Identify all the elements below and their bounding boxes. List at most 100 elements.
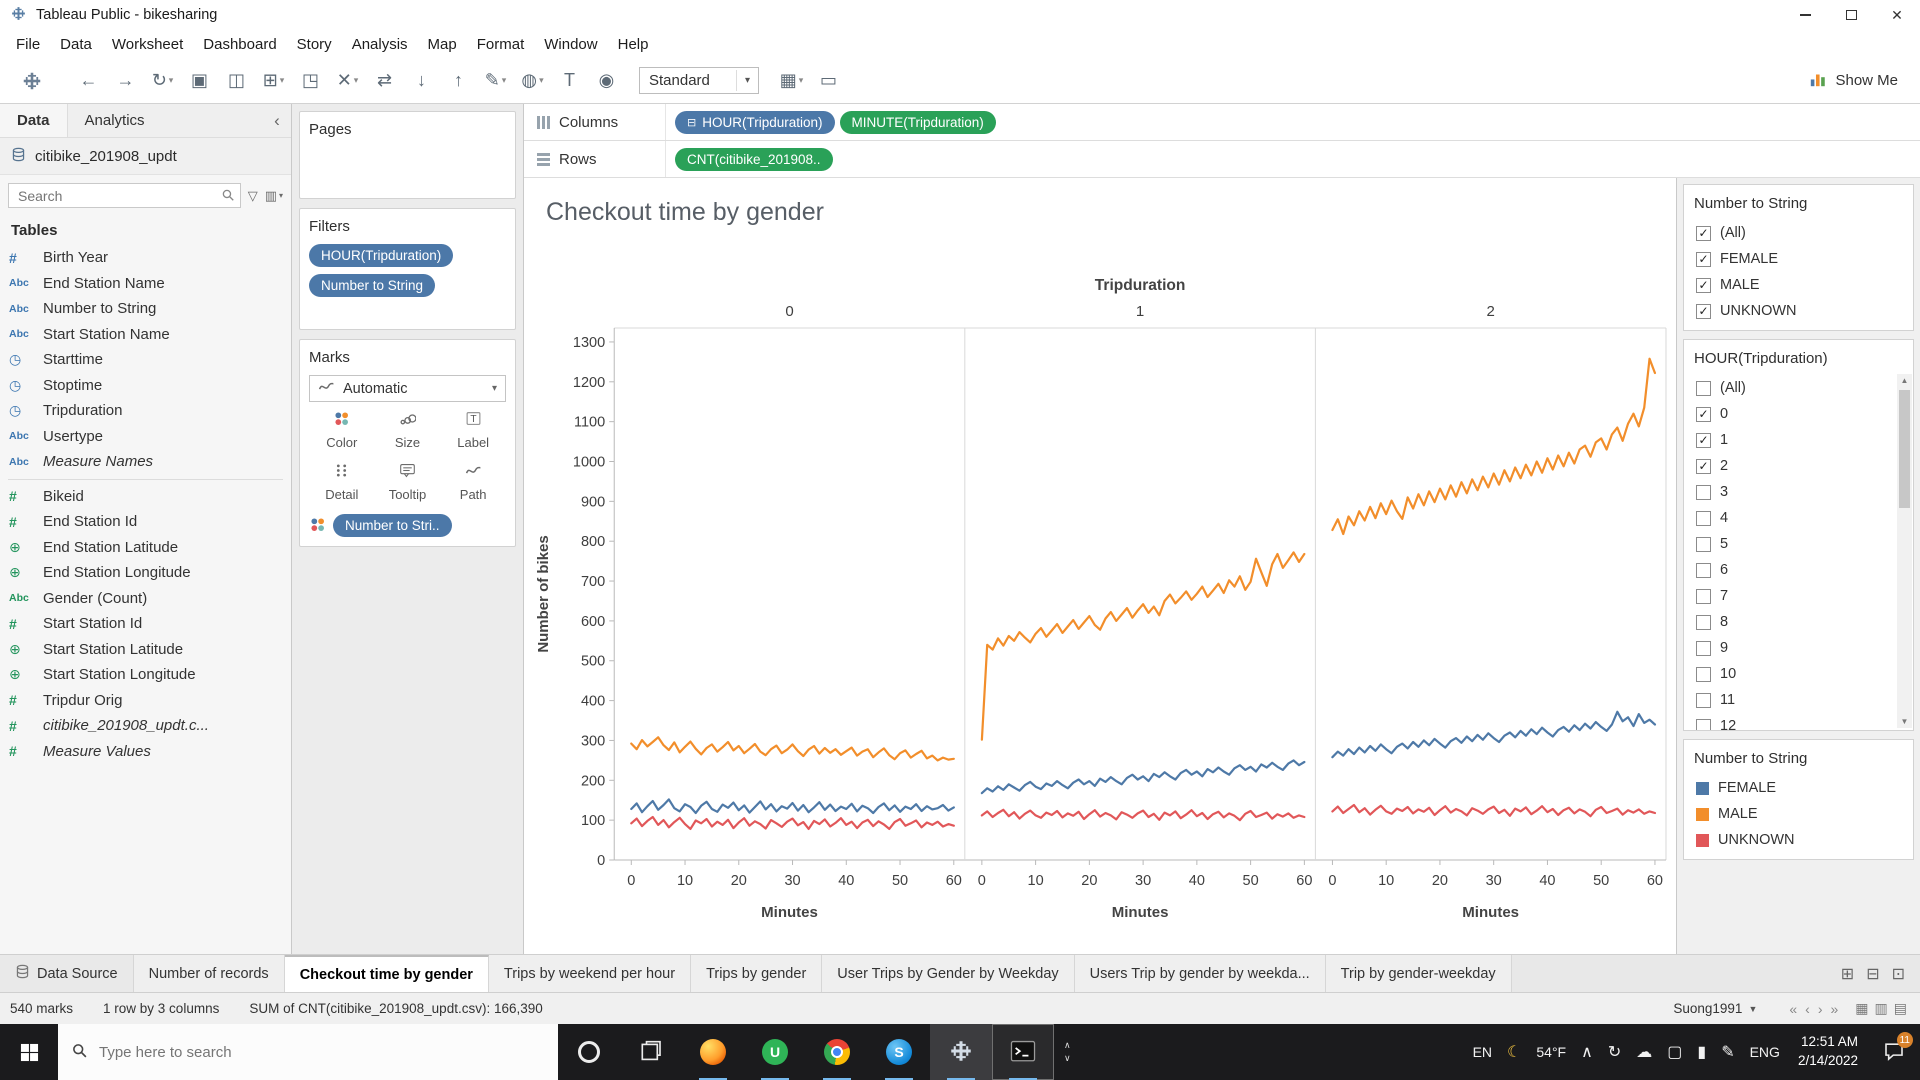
collapse-pane-icon[interactable]: ‹ xyxy=(274,110,280,130)
menu-analysis[interactable]: Analysis xyxy=(351,35,408,53)
checkbox-unchecked[interactable] xyxy=(1696,666,1711,682)
checkbox-unchecked[interactable] xyxy=(1696,692,1711,708)
filter-value-all[interactable]: ✓ (All) xyxy=(1684,220,1913,246)
menu-file[interactable]: File xyxy=(16,35,41,53)
tableau-logo-icon[interactable] xyxy=(14,70,50,92)
field-starttime[interactable]: ◷ Starttime xyxy=(0,347,291,373)
field-end-station-id[interactable]: # End Station Id xyxy=(0,509,291,535)
pages-card[interactable]: Pages xyxy=(299,111,516,199)
series-female-pane-0[interactable] xyxy=(630,798,955,815)
taskbar-scroll[interactable]: ∧ ∨ xyxy=(1054,1024,1081,1080)
show-me-button[interactable]: Show Me xyxy=(1809,70,1906,92)
new-worksheet-button[interactable]: ⊞ xyxy=(1840,965,1855,983)
sheet-tab-data-source[interactable]: Data Source xyxy=(0,955,134,992)
legend-item-unknown[interactable]: UNKNOWN xyxy=(1684,827,1913,853)
filter-fields-icon[interactable]: ▽ xyxy=(247,187,258,203)
menu-map[interactable]: Map xyxy=(427,35,457,53)
marks-size-button[interactable]: Size xyxy=(375,410,441,450)
taskbar-clock[interactable]: 12:51 AM 2/14/2022 xyxy=(1788,1024,1868,1080)
show-sheet-sorter-button[interactable]: ▤ xyxy=(1893,1000,1907,1016)
taskbar-search-input[interactable] xyxy=(99,1043,545,1061)
checkbox-unchecked[interactable] xyxy=(1696,562,1711,578)
marks-color-button[interactable]: Color xyxy=(309,410,375,450)
checkbox-checked[interactable]: ✓ xyxy=(1696,406,1711,422)
field-number-to-string[interactable]: Abc Number to String xyxy=(0,296,291,322)
field-end-station-longitude[interactable]: ⊕ End Station Longitude xyxy=(0,560,291,586)
moon-icon[interactable]: ☾ xyxy=(1507,1044,1522,1061)
field-tripdur-orig[interactable]: # Tripdur Orig xyxy=(0,688,291,714)
marks-detail-button[interactable]: Detail xyxy=(309,462,375,502)
display-icon[interactable]: ▢ xyxy=(1667,1044,1683,1061)
replay-button[interactable]: ↻ ▾ xyxy=(144,64,181,98)
filter-value-7[interactable]: 7 xyxy=(1684,583,1913,609)
shelf-pill-hour-tripduration[interactable]: ⊟ HOUR(Tripduration) xyxy=(675,110,835,134)
user-menu[interactable]: Suong1991 ▼ xyxy=(1673,1001,1775,1016)
field-end-station-latitude[interactable]: ⊕ End Station Latitude xyxy=(0,535,291,561)
taskbar-search[interactable] xyxy=(58,1024,558,1080)
legend-item-female[interactable]: FEMALE xyxy=(1684,775,1913,801)
filter-value-9[interactable]: 9 xyxy=(1684,635,1913,661)
checkbox-unchecked[interactable] xyxy=(1696,536,1711,552)
menu-format[interactable]: Format xyxy=(476,35,525,53)
shelf-pill-minute-tripduration[interactable]: MINUTE(Tripduration) xyxy=(839,110,996,134)
field-citibike-201908-updt-c[interactable]: # citibike_201908_updt.c... xyxy=(0,713,291,739)
series-female-pane-1[interactable] xyxy=(980,759,1306,795)
series-unknown-pane-1[interactable] xyxy=(980,808,1306,822)
filter-value-5[interactable]: 5 xyxy=(1684,531,1913,557)
battery-icon[interactable]: ▮ xyxy=(1697,1044,1707,1061)
filter-value-0[interactable]: ✓ 0 xyxy=(1684,401,1913,427)
checkbox-checked[interactable]: ✓ xyxy=(1696,251,1711,267)
sheet-tab-users-trip-by-gender-by-weekda[interactable]: Users Trip by gender by weekda... xyxy=(1074,955,1326,992)
mark-type-select[interactable]: Automatic ▾ xyxy=(309,375,506,402)
checkbox-checked[interactable]: ✓ xyxy=(1696,303,1711,319)
view-options-icon[interactable]: ▥ ▾ xyxy=(264,187,283,203)
tab-analytics[interactable]: Analytics xyxy=(84,112,145,129)
checkbox-checked[interactable]: ✓ xyxy=(1696,432,1711,448)
prev-tab-button[interactable]: ‹ xyxy=(1805,1000,1810,1017)
menu-window[interactable]: Window xyxy=(544,35,598,53)
line-chart[interactable]: Tripduration0100200300400500600700800900… xyxy=(524,244,1676,954)
close-button[interactable]: ✕ xyxy=(1891,6,1903,23)
menu-worksheet[interactable]: Worksheet xyxy=(111,35,184,53)
shelf-pill-cnt-citibike-201908[interactable]: CNT(citibike_201908.. xyxy=(675,147,833,171)
field-bikeid[interactable]: # Bikeid xyxy=(0,484,291,510)
checkbox-unchecked[interactable] xyxy=(1696,510,1711,526)
field-birth-year[interactable]: # Birth Year xyxy=(0,245,291,271)
menu-story[interactable]: Story xyxy=(296,35,332,53)
columns-shelf[interactable]: Columns ⊟ HOUR(Tripduration) MINUTE(Tripdu… xyxy=(524,104,1920,141)
duplicate-button[interactable]: ◳ xyxy=(292,64,329,98)
filter-value-4[interactable]: 4 xyxy=(1684,505,1913,531)
filter-value-2[interactable]: ✓ 2 xyxy=(1684,453,1913,479)
restore-button[interactable] xyxy=(1828,0,1874,30)
new-story-button[interactable]: ⊡ xyxy=(1891,965,1905,983)
field-gender-count[interactable]: Abc Gender (Count) xyxy=(0,586,291,612)
sort-descending-button[interactable]: ↑ xyxy=(440,64,477,98)
new-data-source-button[interactable]: ◫ xyxy=(218,64,255,98)
sheet-tab-trip-by-gender-weekday[interactable]: Trip by gender-weekday xyxy=(1325,955,1512,992)
series-unknown-pane-0[interactable] xyxy=(630,815,955,831)
tab-data[interactable]: Data xyxy=(0,104,68,137)
menu-data[interactable]: Data xyxy=(60,35,92,53)
language-en-indicator[interactable]: EN xyxy=(1472,1044,1493,1060)
field-start-station-longitude[interactable]: ⊕ Start Station Longitude xyxy=(0,662,291,688)
sheet-tab-trips-by-gender[interactable]: Trips by gender xyxy=(691,955,823,992)
checkbox-checked[interactable]: ✓ xyxy=(1696,458,1711,474)
firefox-taskbar-icon[interactable] xyxy=(682,1024,744,1080)
chevron-down-icon[interactable]: ∨ xyxy=(1064,1053,1071,1063)
checkbox-checked[interactable]: ✓ xyxy=(1696,225,1711,241)
filter-value-male[interactable]: ✓ MALE xyxy=(1684,272,1913,298)
task-view-taskbar-icon[interactable] xyxy=(620,1024,682,1080)
field-stoptime[interactable]: ◷ Stoptime xyxy=(0,373,291,399)
filter-value-6[interactable]: 6 xyxy=(1684,557,1913,583)
temperature-indicator[interactable]: 54°F xyxy=(1536,1044,1567,1060)
sheet-tab-checkout-time-by-gender[interactable]: Checkout time by gender xyxy=(284,955,489,992)
new-worksheet-button[interactable]: ⊞ ▾ xyxy=(255,64,292,98)
next-tab-button[interactable]: › xyxy=(1817,1000,1823,1017)
series-male-pane-1[interactable] xyxy=(980,551,1306,741)
sheet-tab-user-trips-by-gender-by-weekday[interactable]: User Trips by Gender by Weekday xyxy=(822,955,1075,992)
marks-color-pill[interactable]: Number to Stri.. xyxy=(333,514,452,537)
checkbox-unchecked[interactable] xyxy=(1696,380,1711,396)
checkbox-unchecked[interactable] xyxy=(1696,588,1711,604)
menu-dashboard[interactable]: Dashboard xyxy=(203,35,277,53)
legend-item-male[interactable]: MALE xyxy=(1684,801,1913,827)
